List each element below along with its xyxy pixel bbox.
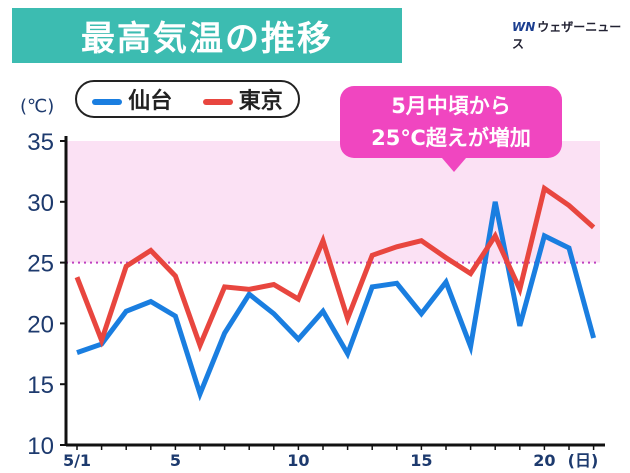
x-axis-unit: (日) — [568, 451, 599, 470]
legend-label: 東京 — [238, 89, 283, 114]
callout-line-1: 5月中頃から — [391, 94, 511, 118]
y-tick-label: 20 — [27, 311, 54, 338]
y-tick-label: 10 — [27, 433, 54, 460]
legend-label: 仙台 — [128, 89, 173, 114]
y-tick-label: 15 — [27, 372, 54, 399]
legend-swatch — [202, 99, 233, 105]
x-tick-label: 5 — [170, 451, 181, 470]
y-tick-label: 35 — [27, 129, 54, 156]
series-line-tokyo — [74, 184, 596, 353]
x-tick-label: 5/1 — [63, 451, 91, 470]
x-tick-label: 20 — [533, 451, 555, 470]
y-tick-label: 30 — [27, 190, 54, 217]
logo-mark: WN — [512, 20, 536, 34]
x-tick-label: 10 — [287, 451, 309, 470]
y-axis-unit: (℃) — [20, 96, 54, 117]
y-tick-label: 25 — [27, 251, 54, 278]
weathernews-logo: WN ウェザーニュース — [512, 18, 630, 52]
annotation-callout: 5月中頃から 25℃超えが増加 — [340, 86, 562, 172]
page-title: 最高気温の推移 — [12, 8, 402, 63]
legend: 仙台 東京 — [75, 80, 300, 118]
legend-swatch — [92, 99, 123, 105]
x-tick-label: 15 — [410, 451, 432, 470]
legend-item-tokyo: 東京 — [202, 83, 283, 115]
logo-text: ウェザーニュース — [512, 20, 622, 51]
highlight-band — [66, 141, 600, 263]
callout-line-2: 25℃超えが増加 — [371, 126, 531, 150]
legend-item-sendai: 仙台 — [92, 83, 172, 115]
